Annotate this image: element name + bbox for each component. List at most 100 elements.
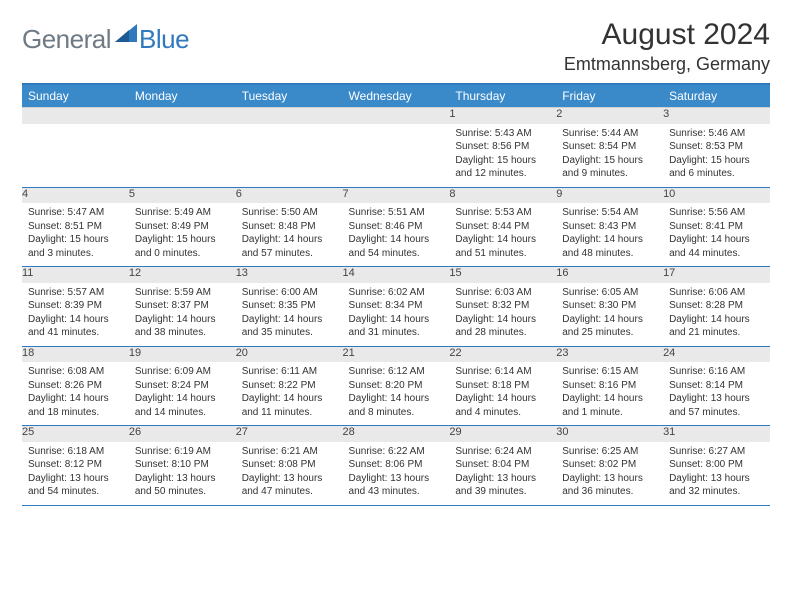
sunset-text: Sunset: 8:24 PM <box>135 379 230 393</box>
sunrise-text: Sunrise: 6:11 AM <box>242 365 337 379</box>
day-cell-content: Sunrise: 6:18 AMSunset: 8:12 PMDaylight:… <box>22 442 129 505</box>
calendar-head: SundayMondayTuesdayWednesdayThursdayFrid… <box>22 84 770 108</box>
sunrise-text: Sunrise: 6:03 AM <box>455 286 550 300</box>
brand-logo: General Blue <box>22 24 189 55</box>
sunrise-text: Sunrise: 5:53 AM <box>455 206 550 220</box>
day-number-cell: 29 <box>449 426 556 442</box>
sunset-text: Sunset: 8:48 PM <box>242 220 337 234</box>
day-number-cell: 4 <box>22 187 129 203</box>
daylight-text: Daylight: 14 hours and 25 minutes. <box>562 313 657 340</box>
day-cell: Sunrise: 5:53 AMSunset: 8:44 PMDaylight:… <box>449 203 556 267</box>
day-cell-content: Sunrise: 6:15 AMSunset: 8:16 PMDaylight:… <box>556 362 663 425</box>
day-cell: Sunrise: 5:59 AMSunset: 8:37 PMDaylight:… <box>129 283 236 347</box>
sunset-text: Sunset: 8:37 PM <box>135 299 230 313</box>
day-cell-content: Sunrise: 6:14 AMSunset: 8:18 PMDaylight:… <box>449 362 556 425</box>
sunset-text: Sunset: 8:46 PM <box>349 220 444 234</box>
daynum-row: 18192021222324 <box>22 346 770 362</box>
day-number-cell: 31 <box>663 426 770 442</box>
daylight-text: Daylight: 14 hours and 51 minutes. <box>455 233 550 260</box>
day-cell: Sunrise: 6:21 AMSunset: 8:08 PMDaylight:… <box>236 442 343 506</box>
day-cell <box>236 124 343 188</box>
day-number-cell: 1 <box>449 108 556 124</box>
day-cell: Sunrise: 6:18 AMSunset: 8:12 PMDaylight:… <box>22 442 129 506</box>
daylight-text: Daylight: 13 hours and 32 minutes. <box>669 472 764 499</box>
daynum-row: 45678910 <box>22 187 770 203</box>
day-cell-content: Sunrise: 6:25 AMSunset: 8:02 PMDaylight:… <box>556 442 663 505</box>
day-cell: Sunrise: 6:00 AMSunset: 8:35 PMDaylight:… <box>236 283 343 347</box>
sunrise-text: Sunrise: 6:14 AM <box>455 365 550 379</box>
daynum-row: 25262728293031 <box>22 426 770 442</box>
daylight-text: Daylight: 14 hours and 38 minutes. <box>135 313 230 340</box>
daylight-text: Daylight: 14 hours and 1 minute. <box>562 392 657 419</box>
daylight-text: Daylight: 14 hours and 35 minutes. <box>242 313 337 340</box>
day-cell: Sunrise: 5:56 AMSunset: 8:41 PMDaylight:… <box>663 203 770 267</box>
day-cell: Sunrise: 6:15 AMSunset: 8:16 PMDaylight:… <box>556 362 663 426</box>
day-cell: Sunrise: 5:47 AMSunset: 8:51 PMDaylight:… <box>22 203 129 267</box>
day-cell: Sunrise: 6:22 AMSunset: 8:06 PMDaylight:… <box>343 442 450 506</box>
day-cell-content: Sunrise: 5:43 AMSunset: 8:56 PMDaylight:… <box>449 124 556 187</box>
day-cell-content <box>236 124 343 133</box>
day-cell-content: Sunrise: 5:54 AMSunset: 8:43 PMDaylight:… <box>556 203 663 266</box>
sunrise-text: Sunrise: 6:25 AM <box>562 445 657 459</box>
sunrise-text: Sunrise: 6:22 AM <box>349 445 444 459</box>
calendar-body: 123Sunrise: 5:43 AMSunset: 8:56 PMDaylig… <box>22 108 770 506</box>
sunset-text: Sunset: 8:44 PM <box>455 220 550 234</box>
sunset-text: Sunset: 8:34 PM <box>349 299 444 313</box>
sunset-text: Sunset: 8:00 PM <box>669 458 764 472</box>
content-row: Sunrise: 6:18 AMSunset: 8:12 PMDaylight:… <box>22 442 770 506</box>
day-cell: Sunrise: 6:19 AMSunset: 8:10 PMDaylight:… <box>129 442 236 506</box>
day-cell-content: Sunrise: 6:27 AMSunset: 8:00 PMDaylight:… <box>663 442 770 505</box>
day-cell-content: Sunrise: 5:50 AMSunset: 8:48 PMDaylight:… <box>236 203 343 266</box>
sunrise-text: Sunrise: 6:02 AM <box>349 286 444 300</box>
day-cell: Sunrise: 5:46 AMSunset: 8:53 PMDaylight:… <box>663 124 770 188</box>
daynum-row: 11121314151617 <box>22 267 770 283</box>
day-number-cell: 7 <box>343 187 450 203</box>
sunset-text: Sunset: 8:02 PM <box>562 458 657 472</box>
daynum-row: 123 <box>22 108 770 124</box>
sunset-text: Sunset: 8:10 PM <box>135 458 230 472</box>
day-cell-content: Sunrise: 5:44 AMSunset: 8:54 PMDaylight:… <box>556 124 663 187</box>
day-number-cell: 18 <box>22 346 129 362</box>
sunrise-text: Sunrise: 5:51 AM <box>349 206 444 220</box>
day-number-cell <box>236 108 343 124</box>
day-cell: Sunrise: 5:57 AMSunset: 8:39 PMDaylight:… <box>22 283 129 347</box>
daylight-text: Daylight: 14 hours and 11 minutes. <box>242 392 337 419</box>
day-cell <box>129 124 236 188</box>
day-cell-content: Sunrise: 5:46 AMSunset: 8:53 PMDaylight:… <box>663 124 770 187</box>
daylight-text: Daylight: 14 hours and 48 minutes. <box>562 233 657 260</box>
sunset-text: Sunset: 8:56 PM <box>455 140 550 154</box>
sunset-text: Sunset: 8:16 PM <box>562 379 657 393</box>
sunset-text: Sunset: 8:06 PM <box>349 458 444 472</box>
day-number-cell: 30 <box>556 426 663 442</box>
sunrise-text: Sunrise: 6:16 AM <box>669 365 764 379</box>
daylight-text: Daylight: 14 hours and 18 minutes. <box>28 392 123 419</box>
day-number-cell: 28 <box>343 426 450 442</box>
day-cell: Sunrise: 6:08 AMSunset: 8:26 PMDaylight:… <box>22 362 129 426</box>
daylight-text: Daylight: 13 hours and 50 minutes. <box>135 472 230 499</box>
day-cell: Sunrise: 6:09 AMSunset: 8:24 PMDaylight:… <box>129 362 236 426</box>
sunrise-text: Sunrise: 6:06 AM <box>669 286 764 300</box>
day-cell-content: Sunrise: 5:49 AMSunset: 8:49 PMDaylight:… <box>129 203 236 266</box>
day-cell-content: Sunrise: 6:06 AMSunset: 8:28 PMDaylight:… <box>663 283 770 346</box>
day-cell-content: Sunrise: 6:09 AMSunset: 8:24 PMDaylight:… <box>129 362 236 425</box>
day-number-cell: 25 <box>22 426 129 442</box>
sunset-text: Sunset: 8:12 PM <box>28 458 123 472</box>
sunset-text: Sunset: 8:49 PM <box>135 220 230 234</box>
day-cell-content: Sunrise: 6:22 AMSunset: 8:06 PMDaylight:… <box>343 442 450 505</box>
day-cell: Sunrise: 5:50 AMSunset: 8:48 PMDaylight:… <box>236 203 343 267</box>
sunset-text: Sunset: 8:28 PM <box>669 299 764 313</box>
sunrise-text: Sunrise: 6:24 AM <box>455 445 550 459</box>
day-cell: Sunrise: 6:05 AMSunset: 8:30 PMDaylight:… <box>556 283 663 347</box>
day-cell: Sunrise: 6:06 AMSunset: 8:28 PMDaylight:… <box>663 283 770 347</box>
day-cell-content: Sunrise: 6:19 AMSunset: 8:10 PMDaylight:… <box>129 442 236 505</box>
day-cell-content: Sunrise: 6:16 AMSunset: 8:14 PMDaylight:… <box>663 362 770 425</box>
day-number-cell: 24 <box>663 346 770 362</box>
weekday-header: Tuesday <box>236 84 343 108</box>
day-number-cell: 5 <box>129 187 236 203</box>
content-row: Sunrise: 6:08 AMSunset: 8:26 PMDaylight:… <box>22 362 770 426</box>
day-cell: Sunrise: 6:25 AMSunset: 8:02 PMDaylight:… <box>556 442 663 506</box>
day-cell-content: Sunrise: 6:21 AMSunset: 8:08 PMDaylight:… <box>236 442 343 505</box>
day-cell <box>343 124 450 188</box>
day-cell-content: Sunrise: 6:08 AMSunset: 8:26 PMDaylight:… <box>22 362 129 425</box>
sunset-text: Sunset: 8:14 PM <box>669 379 764 393</box>
